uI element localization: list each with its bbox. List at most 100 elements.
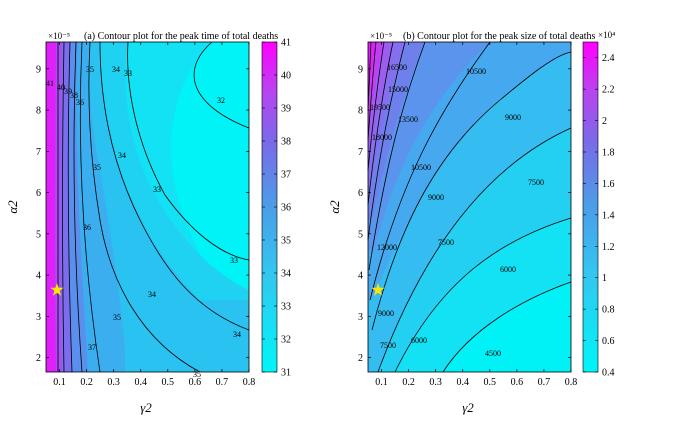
star-marker-a: [50, 283, 64, 296]
x-tick-label: 0.4: [456, 377, 469, 388]
y-tick-label: 3: [36, 312, 41, 323]
colorbar-tick-label: 1: [602, 273, 607, 284]
colorbar-tick-label: 0.8: [602, 305, 615, 316]
colorbar-tick-label: 0.4: [602, 368, 615, 379]
chart-title-a: (a) Contour plot for the peak time of to…: [84, 31, 278, 42]
contour-label: 34: [118, 151, 126, 160]
contour-label: 33: [124, 69, 132, 78]
colorbar-tick-label: 0.6: [602, 336, 615, 347]
y-tick-label: 4: [36, 271, 41, 282]
y-axis-label-a: α2: [5, 200, 20, 214]
y-tick-label: 4: [358, 271, 363, 282]
contour-label: 18000: [372, 133, 392, 142]
x-tick-label: 0.8: [565, 377, 578, 388]
contour-label: 35: [86, 65, 94, 74]
x-axis-label-b: γ2: [462, 400, 474, 415]
colorbar-tick-label: 1.4: [602, 210, 615, 221]
contour-label: 34: [148, 290, 156, 299]
y-tick-label: 5: [36, 229, 41, 240]
contour-label: 33: [153, 185, 161, 194]
colorbar-tick-label: 1.6: [602, 179, 615, 190]
contour-label: 19500: [370, 103, 390, 112]
colorbar-tick-label: 1.8: [602, 148, 615, 159]
x-tick-label: 0.2: [80, 377, 93, 388]
contours-a: [56, 41, 250, 373]
y-tick-label: 2: [36, 353, 41, 364]
x-tick-label: 0.1: [53, 377, 66, 388]
contour-label: 7500: [380, 341, 396, 350]
contour-label: 7500: [528, 178, 544, 187]
colorbar-tick-label: 41: [281, 38, 291, 49]
contour-label: 4500: [485, 349, 501, 358]
plot-frame-b: [367, 41, 572, 373]
contour-label: 32: [217, 96, 225, 105]
y-tick-label: 6: [36, 188, 41, 199]
x-axis-label-a: γ2: [140, 400, 152, 415]
contour-label: 6000: [500, 265, 516, 274]
contour-label: 37: [88, 343, 96, 352]
contour-label: 33: [230, 256, 238, 265]
y-multiplier-b: ×10⁻⁵: [370, 31, 392, 41]
colorbar-tick-label: 40: [281, 71, 291, 82]
contour-labels-a: 32 33 33 33 34 34 34 34 35 35 35 35 36 3…: [46, 65, 241, 379]
colorbar-tick-label: 2.4: [602, 53, 615, 64]
colorbar-tick-label: 38: [281, 137, 291, 148]
y-tick-label: 5: [358, 229, 363, 240]
y-tick-label: 9: [358, 64, 363, 75]
contour-label: 9000: [378, 309, 394, 318]
y-multiplier-a: ×10⁻⁵: [48, 31, 70, 41]
x-tick-label: 0.5: [484, 377, 497, 388]
colorbar-b: [582, 41, 599, 373]
contour-label: 34: [233, 330, 241, 339]
colorbar-tick-label: 37: [281, 170, 291, 181]
x-tick-label: 0.3: [429, 377, 442, 388]
contour-label: 16500: [387, 63, 407, 72]
x-tick-label: 0.6: [189, 377, 202, 388]
x-tick-label: 0.2: [402, 377, 415, 388]
contour-label: 36: [83, 223, 91, 232]
colorbar-tick-label: 1.2: [602, 242, 615, 253]
colorbar-tick-label: 39: [281, 104, 291, 115]
contour-label: 36: [76, 98, 84, 107]
y-tick-label: 8: [358, 106, 363, 117]
contour-label: 9000: [428, 193, 444, 202]
y-tick-label: 2: [358, 353, 363, 364]
contour-label: 15000: [388, 85, 408, 94]
contour-label: 34: [112, 65, 120, 74]
x-tick-label: 0.3: [107, 377, 120, 388]
x-tick-label: 0.7: [538, 377, 551, 388]
contour-label: 35: [113, 313, 121, 322]
y-tick-label: 8: [36, 106, 41, 117]
colorbar-tick-label: 2: [602, 116, 607, 127]
x-tick-label: 0.8: [243, 377, 256, 388]
x-tick-label: 0.5: [162, 377, 175, 388]
colorbar-ticks-a: 31 32 33 34 35 36 37 38 39 40 41: [262, 38, 291, 379]
star-marker-b: [371, 283, 385, 296]
contours-b: [367, 41, 572, 373]
colorbar-tick-label: 31: [281, 368, 291, 379]
y-tick-label: 9: [36, 64, 41, 75]
panel-b: 4500 6000 6000 7500 7500 7500 9000 9000 …: [327, 30, 615, 415]
axes-b: 0.1 0.2 0.3 0.4 0.5 0.6 0.7 0.8 2 3 4 5 6 7 8 9: [358, 42, 577, 388]
colorbar-tick-label: 36: [281, 203, 291, 214]
x-tick-label: 0.6: [511, 377, 524, 388]
y-tick-label: 7: [36, 147, 41, 158]
y-tick-label: 3: [358, 312, 363, 323]
contour-label: 12000: [377, 243, 397, 252]
colorbar-tick-label: 34: [281, 269, 291, 280]
x-tick-label: 0.7: [216, 377, 229, 388]
contour-label: 40: [57, 83, 65, 92]
contour-label: 9000: [505, 113, 521, 122]
contour-label: 39: [64, 87, 72, 96]
contour-labels-b: 4500 6000 6000 7500 7500 7500 9000 9000 …: [370, 63, 544, 358]
colorbar-ticks-b: 0.4 0.6 0.8 1 1.2 1.4 1.6 1.8 2 2.2 2.4: [583, 53, 615, 379]
colorbar-tick-label: 32: [281, 335, 291, 346]
contour-label: 41: [46, 79, 54, 88]
contour-label: 35: [193, 370, 201, 379]
contour-label: 38: [70, 91, 78, 100]
y-axis-label-b: α2: [327, 200, 342, 214]
contour-label: 10500: [411, 163, 431, 172]
chart-title-b: (b) Contour plot for the peak size of to…: [403, 31, 596, 42]
